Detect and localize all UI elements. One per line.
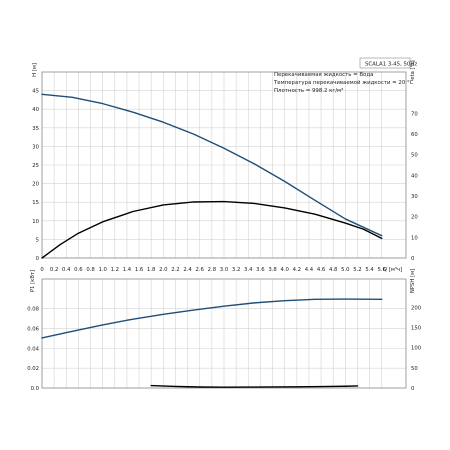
- x-tick-label: 3.6: [256, 267, 265, 273]
- head-plot-frame: [41, 71, 407, 259]
- left-y-tick-label: 30: [32, 144, 39, 150]
- power-grid: [41, 279, 406, 389]
- left-y-tick-label: 10: [32, 219, 39, 225]
- power-axis-label: P1 [кВт]: [30, 270, 36, 292]
- x-tick-label: 5.0: [341, 267, 350, 273]
- left-y-tick-label: 40: [32, 107, 39, 113]
- right-y-tick-label: 20: [411, 215, 418, 221]
- power-plot-frame: [41, 278, 407, 389]
- left-y-tick-label: 0.06: [27, 327, 39, 333]
- x-tick-label: 2.8: [208, 267, 217, 273]
- left-y-tick-label: 0: [36, 256, 40, 262]
- x-tick-label: 2.4: [183, 267, 192, 273]
- power-npsh-panel: 0.0 0.02 0.04 0.06 0.08 0 50 100 150 200 P1 [кВт…: [27, 269, 422, 392]
- x-tick-label: 4.4: [305, 267, 314, 273]
- x-tick-label: 1.8: [147, 267, 156, 273]
- fluid-annotation: Перекачиваемая жидкость = Вода: [274, 72, 373, 78]
- npsh-axis-label: NPSH [м]: [410, 269, 416, 293]
- x-tick-label: 1.6: [135, 267, 144, 273]
- left-y-tick-label: 15: [32, 200, 39, 206]
- left-y-tick-label: 0.02: [27, 366, 39, 372]
- x-tick-label: 0.8: [86, 267, 95, 273]
- flow-x-tick-labels: 0 0.2 0.4 0.6 0.8 1.0 1.2 1.4 1.6 1.8 2.0 2.2 2.4 2.6…: [40, 267, 386, 273]
- power-curve: [41, 298, 383, 339]
- left-y-tick-label: 25: [32, 163, 39, 169]
- density-annotation: Плотность = 998.2 кг/м³: [274, 87, 343, 94]
- right-y-tick-label: 10: [411, 235, 418, 241]
- x-tick-label: 4.0: [280, 267, 289, 273]
- left-y-tick-label: 0.08: [27, 307, 39, 313]
- x-tick-label: 5.2: [353, 267, 361, 273]
- left-y-tick-label: 20: [32, 182, 39, 188]
- power-y-tick-labels: 0.0 0.02 0.04 0.06 0.08: [27, 307, 39, 392]
- head-axis-label: H [м]: [32, 63, 38, 77]
- x-tick-label: 0.4: [62, 267, 71, 273]
- x-tick-label: 2.0: [159, 267, 168, 273]
- right-y-tick-label: 100: [411, 346, 422, 352]
- x-tick-label: 1.4: [123, 267, 132, 273]
- x-tick-label: 0.6: [74, 267, 83, 273]
- right-y-tick-label: 200: [411, 305, 422, 311]
- x-tick-label: 3.8: [268, 267, 277, 273]
- x-tick-label: 3.0: [220, 267, 229, 273]
- head-y-tick-labels: 0 5 10 15 20 25 30 35 40 45: [32, 89, 39, 262]
- x-tick-label: 3.2: [232, 267, 240, 273]
- power-series-group: [41, 298, 383, 388]
- left-y-tick-label: 0.04: [27, 346, 39, 352]
- left-y-tick-label: 0.0: [31, 386, 40, 392]
- temperature-annotation: Температура перекачиваемой жидкости = 20…: [273, 79, 414, 86]
- efficiency-curve: [41, 200, 383, 259]
- head-curve: [41, 93, 383, 237]
- right-y-tick-label: 40: [411, 173, 418, 179]
- x-tick-label: 4.6: [317, 267, 326, 273]
- right-y-tick-label: 70: [411, 111, 418, 117]
- x-tick-label: 4.2: [293, 267, 301, 273]
- x-tick-label: 1.2: [111, 267, 119, 273]
- left-y-tick-label: 35: [32, 126, 39, 132]
- right-y-tick-label: 0: [411, 256, 415, 262]
- right-y-tick-label: 150: [411, 325, 422, 331]
- chart-title: SCALA1 3-45, 50Hz: [365, 62, 417, 68]
- x-tick-label: 0.2: [50, 267, 58, 273]
- x-tick-label: 1.0: [98, 267, 107, 273]
- x-tick-label: 5.4: [365, 267, 374, 273]
- model-label-box: [359, 57, 411, 69]
- eta-y-tick-labels: 0 10 20 30 40 50 60 70: [411, 111, 418, 262]
- npsh-curve: [150, 384, 359, 388]
- right-y-tick-label: 50: [411, 153, 418, 159]
- right-y-tick-label: 50: [411, 366, 418, 372]
- x-tick-label: 3.4: [244, 267, 253, 273]
- right-y-tick-label: 30: [411, 194, 418, 200]
- left-y-tick-label: 5: [36, 237, 39, 243]
- right-y-tick-label: 60: [411, 132, 418, 138]
- right-y-tick-label: 0: [411, 386, 415, 392]
- head-grid: [41, 72, 406, 259]
- x-tick-label: 4.8: [329, 267, 338, 273]
- flow-axis-label: Q [м³ч]: [383, 266, 402, 273]
- x-tick-label: 0: [40, 267, 44, 273]
- x-tick-label: 5.6: [378, 267, 387, 273]
- x-tick-label: 2.6: [196, 267, 205, 273]
- left-y-tick-label: 45: [32, 89, 39, 95]
- npsh-y-tick-labels: 0 50 100 150 200: [411, 305, 422, 392]
- head-series-group: [41, 93, 383, 259]
- eta-axis-label: eta [%]: [410, 60, 416, 79]
- x-tick-label: 2.2: [171, 267, 179, 273]
